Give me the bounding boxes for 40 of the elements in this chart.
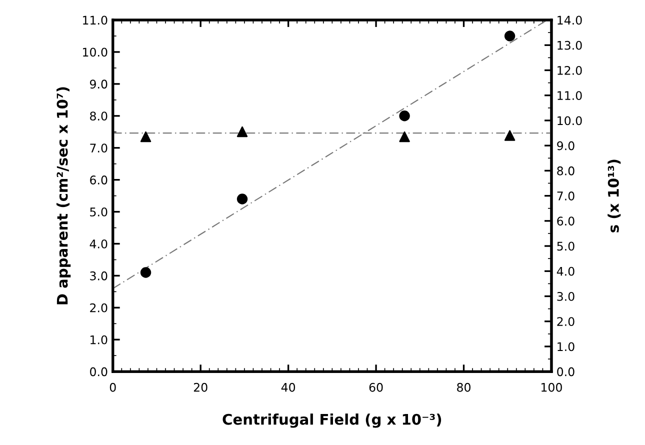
y-tick-label: 6.0: [90, 176, 108, 184]
x-tick-label: 60: [369, 382, 383, 392]
y2-axis-title: s (x 10¹³): [608, 160, 621, 232]
y2-tick-label: 4.0: [556, 266, 574, 276]
y-tick-label: 4.0: [90, 239, 108, 248]
y-tick-label: 8.0: [90, 112, 108, 121]
y2-tick-label: 1.0: [558, 342, 574, 352]
y2-tick-label: 0.0: [557, 367, 574, 376]
x-tick-label: 40: [281, 382, 296, 392]
point: [236, 194, 248, 204]
y2-tick-label: 7.0: [557, 192, 574, 200]
y2-tick-label: 3.0: [557, 292, 574, 301]
x-tick-label: 20: [194, 382, 208, 392]
x-tick-label: 100: [542, 382, 562, 392]
y2-tick-label: 9.0: [557, 141, 574, 150]
y2-tick-label: 12.0: [558, 66, 582, 75]
y-tick-label: 5.0: [90, 208, 108, 216]
y2-tick-label: 6.0: [557, 216, 574, 226]
point: [140, 267, 152, 278]
y-tick-label: 2.0: [90, 303, 108, 312]
y2-tick-label: 2.0: [557, 317, 574, 326]
y2-tick-label: 11.0: [558, 91, 582, 100]
y2-tick-label: 8.0: [557, 166, 574, 176]
point: [504, 30, 516, 42]
y-tick-label: 7.0: [90, 144, 108, 153]
x-tick-label: 80: [457, 382, 470, 392]
x-tick-label: 0: [110, 382, 116, 392]
y-tick-label: 1.0: [90, 335, 108, 344]
y-tick-label: 0.0: [90, 367, 108, 376]
y2-tick-label: 5.0: [557, 242, 574, 251]
y-tick-label: 3.0: [90, 271, 108, 280]
y2-tick-label: 14.0: [558, 16, 582, 25]
y2-tick-label: 10.0: [558, 116, 582, 126]
y2-tick-label: 13.0: [558, 40, 582, 50]
y-axis-title: D apparent (cm²/sec x 10⁷): [56, 87, 71, 304]
y-tick-label: 11.0: [83, 16, 108, 25]
point: [399, 110, 410, 122]
y-tick-label: 9.0: [90, 80, 108, 89]
x-axis-title: Centrifugal Field (g x 10⁻³): [222, 414, 442, 428]
y-tick-label: 10.0: [83, 48, 108, 57]
